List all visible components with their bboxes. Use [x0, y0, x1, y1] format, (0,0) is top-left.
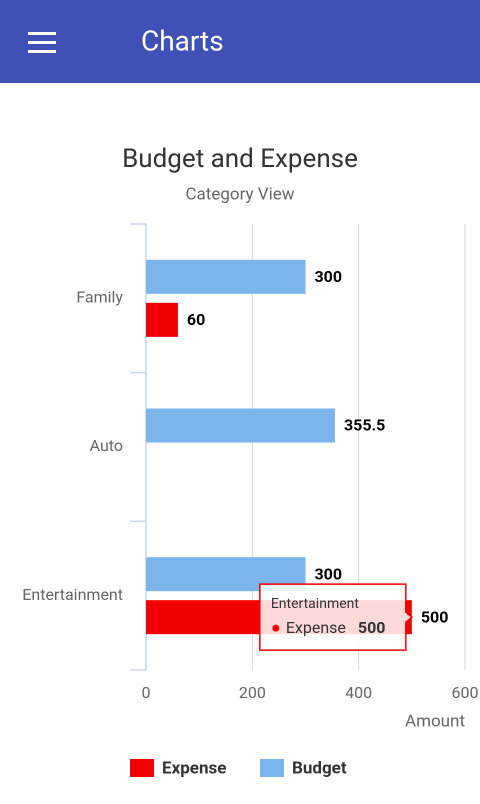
- legend-label: Expense: [162, 758, 226, 778]
- chart-title: Budget and Expense: [122, 144, 358, 174]
- chart-subtitle: Category View: [185, 184, 294, 204]
- y-tick-label: Auto: [90, 436, 123, 455]
- bar: [146, 408, 336, 443]
- tooltip-category: Entertainment: [271, 596, 360, 612]
- x-tick-label: 200: [239, 683, 266, 702]
- tooltip-series: Expense: [286, 618, 346, 637]
- x-tick-label: 600: [452, 683, 479, 702]
- tooltip-dot: [272, 624, 280, 632]
- y-tick-label: Entertainment: [22, 585, 123, 604]
- data-label: 500: [421, 607, 449, 626]
- tooltip-value: 500: [358, 618, 386, 637]
- data-label: 60: [187, 310, 205, 329]
- bar: [146, 259, 306, 294]
- x-tick-label: 400: [345, 683, 372, 702]
- bar: [146, 302, 178, 337]
- x-axis-label: Amount: [405, 711, 465, 731]
- data-label: 355.5: [344, 416, 385, 435]
- legend-swatch: [260, 759, 284, 777]
- menu-icon[interactable]: [28, 32, 56, 53]
- app-bar: [0, 0, 480, 83]
- app-title: Charts: [141, 24, 224, 57]
- data-label: 300: [315, 564, 343, 583]
- data-label: 300: [315, 267, 343, 286]
- tooltip-box: [259, 583, 414, 651]
- y-tick-label: Family: [76, 288, 123, 307]
- tooltip-value-line: Expense 500: [286, 618, 386, 637]
- tooltip: Entertainment Expense 500: [259, 583, 414, 651]
- x-tick-label: 0: [142, 683, 151, 702]
- legend-swatch: [130, 759, 154, 777]
- legend-label: Budget: [292, 758, 347, 778]
